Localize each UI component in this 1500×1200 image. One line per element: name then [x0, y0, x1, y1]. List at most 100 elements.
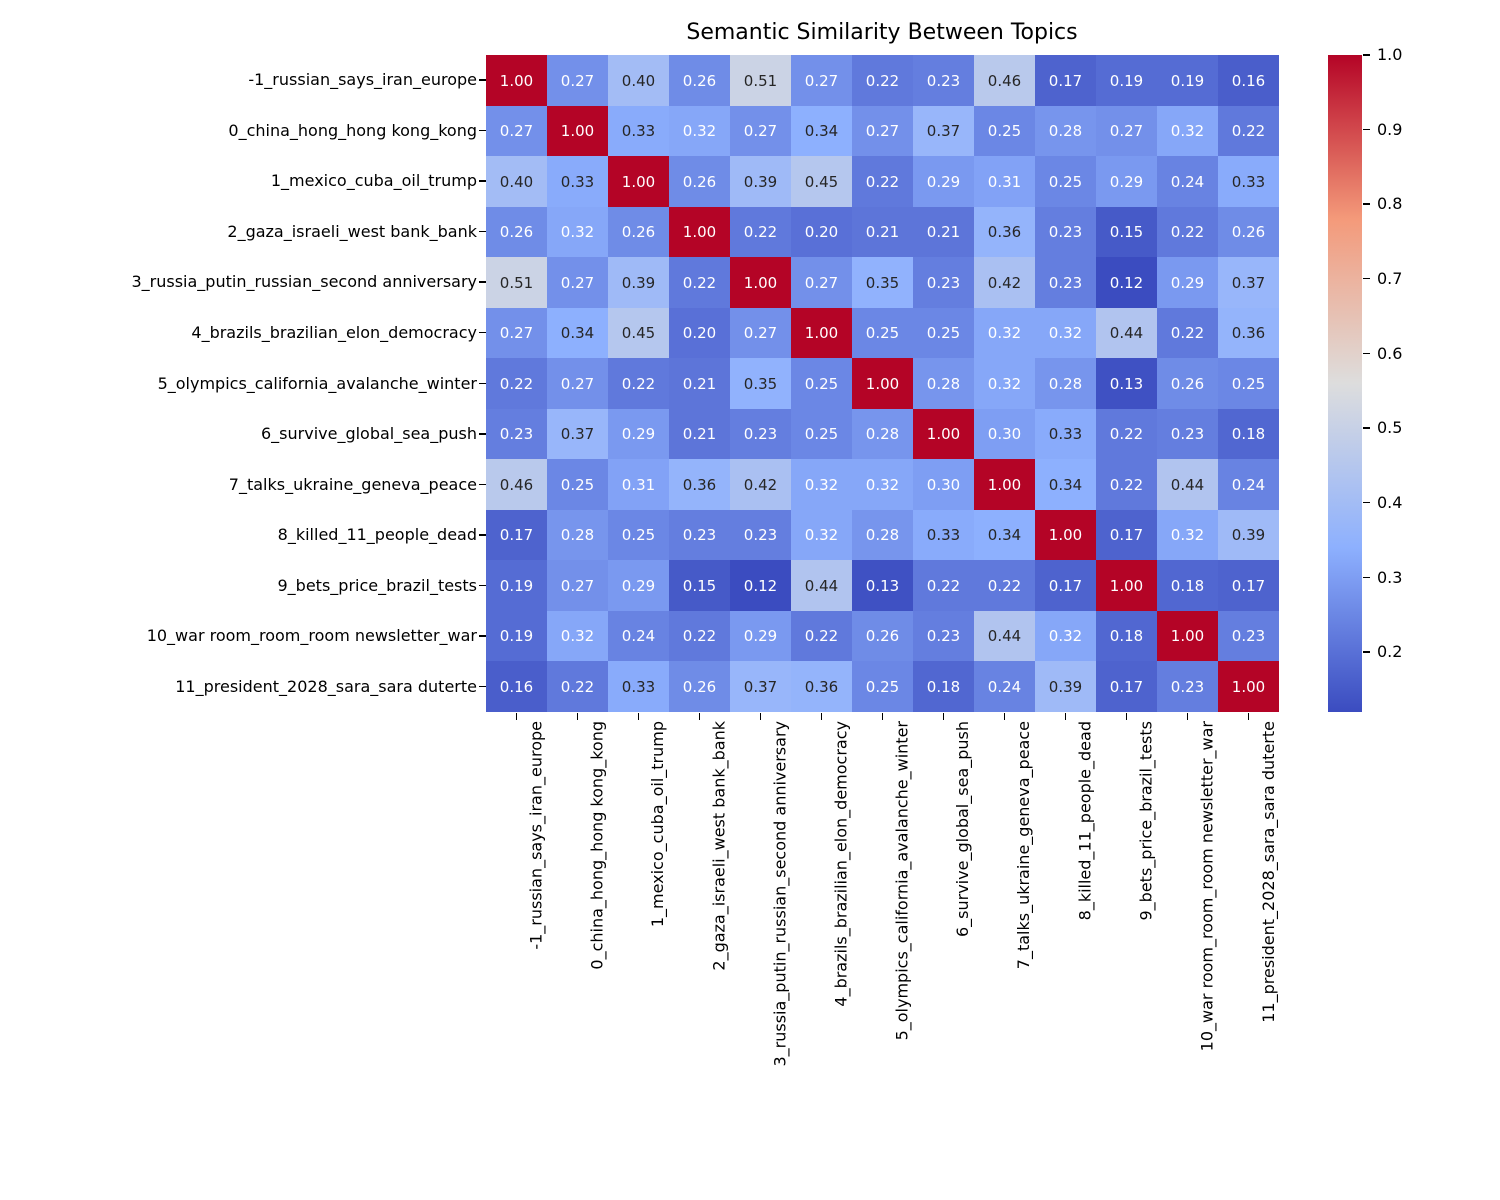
heatmap-cell: 0.16 [486, 661, 547, 712]
heatmap-cell-value: 0.32 [1048, 627, 1083, 645]
heatmap-cell-value: 0.36 [682, 475, 717, 494]
heatmap-cell: 0.27 [486, 106, 547, 156]
heatmap-cell: 0.23 [913, 257, 974, 308]
heatmap-cell: 0.26 [669, 55, 730, 106]
heatmap-cell-value: 0.27 [804, 71, 839, 90]
heatmap-cell: 0.27 [730, 106, 791, 156]
heatmap-cell: 0.27 [547, 358, 608, 409]
axis-tick [1363, 576, 1370, 579]
heatmap-cell: 0.33 [547, 156, 608, 207]
heatmap-cell-value: 0.24 [621, 627, 656, 645]
heatmap-cell-value: 0.39 [1231, 526, 1266, 544]
heatmap-cell-value: 0.17 [1109, 677, 1144, 696]
heatmap-cell: 0.25 [1218, 358, 1279, 409]
heatmap-cell-value: 0.37 [926, 122, 961, 140]
heatmap-cell: 0.32 [1157, 510, 1218, 560]
y-axis-label: -1_russian_says_iran_europe [248, 70, 477, 90]
heatmap-cell: 0.35 [730, 358, 791, 409]
heatmap-cell: 0.26 [608, 207, 669, 257]
heatmap-cell-value: 0.18 [1109, 627, 1144, 645]
axis-tick [698, 713, 700, 720]
heatmap-cell-value: 0.17 [1231, 576, 1266, 595]
heatmap-cell-value: 0.28 [865, 526, 900, 544]
heatmap-cell-value: 0.23 [1048, 273, 1083, 292]
heatmap-cell: 0.34 [1035, 459, 1096, 510]
heatmap-cell-value: 0.22 [1231, 122, 1266, 140]
heatmap-cell: 0.13 [852, 560, 913, 611]
heatmap-cell: 0.22 [852, 156, 913, 207]
heatmap-cell-value: 0.27 [560, 576, 595, 595]
colorbar-tick-label: 0.2 [1377, 642, 1403, 662]
heatmap-cell: 0.17 [486, 510, 547, 560]
heatmap-cell-value: 0.29 [621, 576, 656, 595]
heatmap-cell: 0.36 [791, 661, 852, 712]
heatmap-cell: 0.32 [669, 106, 730, 156]
heatmap-cell-value: 0.25 [804, 374, 839, 393]
heatmap-cell: 0.27 [486, 308, 547, 358]
axis-tick [1363, 352, 1370, 355]
axis-tick [479, 483, 486, 486]
y-axis-label: 7_talks_ukraine_geneva_peace [228, 474, 477, 494]
heatmap-cell: 0.25 [974, 106, 1035, 156]
heatmap-cell-value: 0.27 [1109, 122, 1144, 140]
heatmap-cell: 0.46 [486, 459, 547, 510]
heatmap-cell: 0.22 [730, 207, 791, 257]
heatmap-cell: 0.39 [1035, 661, 1096, 712]
heatmap-cell: 0.32 [1035, 611, 1096, 661]
heatmap-cell-value: 0.44 [804, 576, 839, 595]
heatmap-cell: 0.42 [974, 257, 1035, 308]
heatmap-cell-value: 0.30 [987, 425, 1022, 443]
heatmap-cell: 0.17 [1096, 510, 1157, 560]
heatmap-cell-value: 0.26 [682, 677, 717, 696]
y-axis-label: 1_mexico_cuba_oil_trump [270, 171, 477, 191]
heatmap-cell-value: 0.28 [560, 526, 595, 544]
heatmap-cell-value: 0.27 [743, 324, 778, 342]
heatmap-cell-value: 0.37 [560, 425, 595, 443]
heatmap-cell: 0.37 [730, 661, 791, 712]
heatmap-cell-value: 0.36 [987, 223, 1022, 241]
axis-tick [1363, 203, 1370, 205]
heatmap-cell: 0.28 [1035, 358, 1096, 409]
heatmap-cell-value: 0.23 [926, 71, 961, 90]
heatmap-cell: 0.25 [608, 510, 669, 560]
heatmap-cell: 0.16 [1218, 55, 1279, 106]
heatmap-cell: 0.19 [1096, 55, 1157, 106]
heatmap-cell-value: 0.18 [1170, 576, 1205, 595]
heatmap-cell-value: 0.32 [804, 526, 839, 544]
heatmap-cell: 0.35 [852, 257, 913, 308]
heatmap-cell: 0.39 [730, 156, 791, 207]
heatmap-cell: 0.22 [1157, 207, 1218, 257]
heatmap-cell: 1.00 [974, 459, 1035, 510]
heatmap-cell: 0.29 [1096, 156, 1157, 207]
axis-tick [1125, 713, 1127, 720]
heatmap-cell: 0.30 [974, 409, 1035, 459]
heatmap-cell: 0.25 [852, 308, 913, 358]
heatmap-cell: 0.29 [730, 611, 791, 661]
y-axis-label: 5_olympics_california_avalanche_winter [157, 373, 477, 393]
heatmap-cell-value: 0.26 [865, 627, 900, 645]
colorbar-tick-label: 0.3 [1377, 567, 1403, 587]
heatmap-cell-value: 1.00 [682, 223, 717, 241]
heatmap-cell: 0.27 [547, 257, 608, 308]
axis-tick [479, 635, 486, 637]
heatmap-cell-value: 0.28 [926, 374, 961, 393]
heatmap-cell-value: 0.27 [560, 273, 595, 292]
heatmap-cell: 0.23 [1157, 661, 1218, 712]
heatmap-cell: 0.27 [730, 308, 791, 358]
heatmap-cell-value: 0.23 [743, 425, 778, 443]
heatmap-cell: 0.23 [730, 409, 791, 459]
heatmap-cell-value: 0.25 [621, 526, 656, 544]
heatmap-cell-value: 0.29 [926, 172, 961, 191]
heatmap-cell-value: 0.40 [621, 71, 656, 90]
heatmap-cell-value: 0.13 [1109, 374, 1144, 393]
heatmap-cell-value: 0.34 [987, 526, 1022, 544]
heatmap-cell: 0.31 [608, 459, 669, 510]
heatmap-cell: 0.24 [608, 611, 669, 661]
heatmap-cell: 0.27 [547, 560, 608, 611]
axis-tick [479, 331, 486, 334]
heatmap-cell-value: 0.17 [1048, 71, 1083, 90]
heatmap-cell-value: 0.25 [560, 475, 595, 494]
heatmap-cell-value: 0.22 [1170, 223, 1205, 241]
heatmap-cell: 0.23 [486, 409, 547, 459]
